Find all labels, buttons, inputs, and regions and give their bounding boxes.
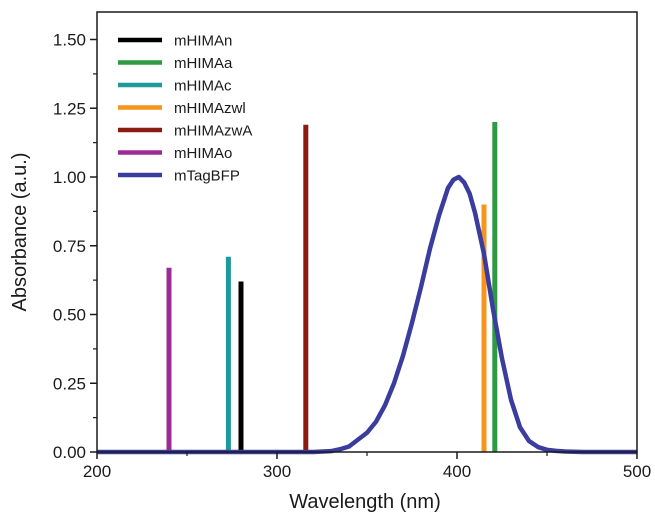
legend-label: mHIMAn [174, 33, 232, 50]
axes: 200 300 400 500 0.00 0.25 0.50 0.75 1.00 1.25 1.50 [53, 11, 651, 481]
x-axis-title: Wavelength (nm) [289, 491, 441, 513]
y-tick-label: 0.25 [53, 374, 86, 393]
legend-label: mTagBFP [174, 168, 240, 185]
y-tick-label: 0.75 [53, 237, 86, 256]
y-axis-title: Absorbance (a.u.) [9, 153, 31, 312]
legend-label: mHIMAo [174, 145, 232, 162]
x-tick-label: 300 [263, 462, 291, 481]
x-tick-label: 200 [83, 462, 111, 481]
y-tick-label: 1.50 [53, 31, 86, 50]
y-tick-label: 0.00 [53, 443, 86, 462]
legend-label: mHIMAa [174, 55, 233, 72]
data-marks [97, 122, 637, 455]
x-tick-label: 500 [623, 462, 651, 481]
legend-label: mHIMAc [174, 78, 232, 95]
legend-label: mHIMAzwl [174, 100, 246, 117]
legend: mHIMAn mHIMAa mHIMAc mHIMAzwl mHIMAzwA mHIMAo… [118, 33, 252, 185]
y-tick-label: 1.00 [53, 168, 86, 187]
legend-label: mHIMAzwA [174, 123, 252, 140]
y-tick-label: 1.25 [53, 99, 86, 118]
x-tick-label: 400 [443, 462, 471, 481]
y-tick-label: 0.50 [53, 306, 86, 325]
curve-mtagbfp [97, 174, 637, 455]
